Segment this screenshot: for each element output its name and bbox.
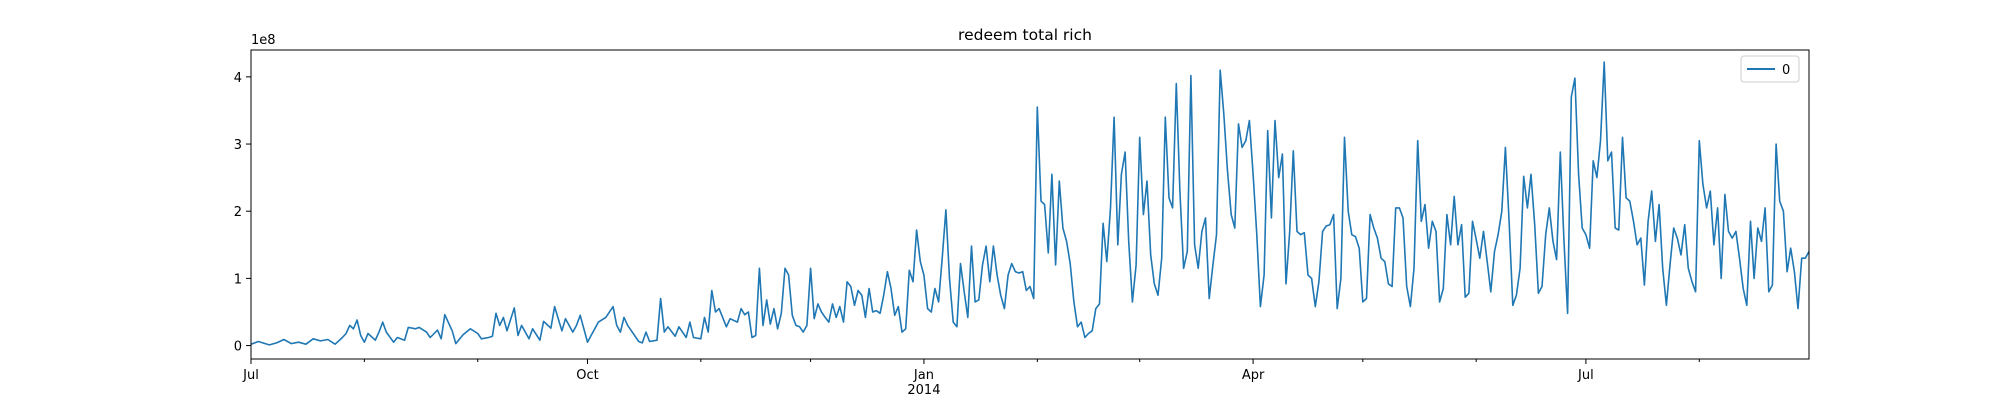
x-tick-label: Jan [913,368,934,383]
x-tick-label: Oct [576,368,598,383]
x-tick-label: Jul [1577,368,1594,383]
y-tick-label: 0 [234,340,242,355]
x-tick-sublabel: 2014 [907,383,940,398]
x-tick-label: Jul [242,368,259,383]
legend: 0 [1740,55,1800,83]
y-tick-label: 1 [234,272,242,287]
axes-frame [250,49,1810,360]
x-tick-label: Apr [1242,368,1265,383]
y-tick-label: 2 [234,205,242,220]
y-offset-label: 1e8 [251,33,276,48]
series-line [250,61,1810,346]
legend-label: 0 [1782,63,1790,78]
y-tick-label: 3 [234,138,242,153]
y-tick-label: 4 [234,71,242,86]
chart-title: redeem total rich [958,26,1092,44]
